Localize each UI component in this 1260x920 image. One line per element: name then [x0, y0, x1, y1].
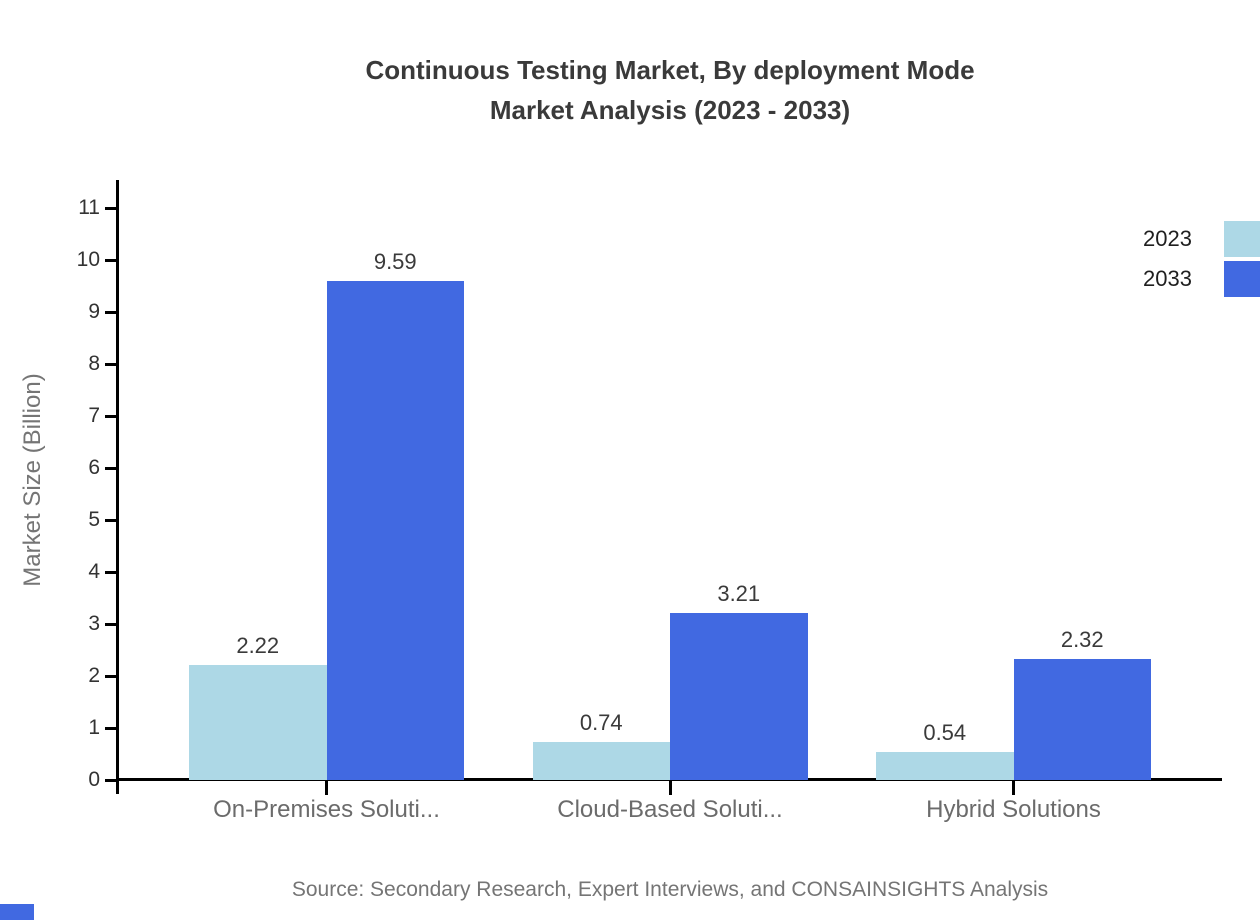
value-label-2023-cloud-based-soluti: 0.74 — [579, 709, 623, 735]
y-tick-label-6: 6 — [88, 456, 100, 479]
y-tick-mark-1 — [105, 726, 118, 730]
source-note: Source: Secondary Research, Expert Inter… — [291, 878, 1049, 901]
y-tick-label-3: 3 — [88, 612, 100, 635]
y-tick-mark-0 — [105, 778, 118, 782]
category-label-cloud-based-soluti: Cloud-Based Soluti... — [557, 796, 783, 823]
y-tick-mark-11 — [105, 206, 118, 210]
y-tick-mark-4 — [105, 570, 118, 574]
legend-swatch-2023 — [1224, 221, 1260, 257]
bar-2023-on-premises-soluti — [189, 664, 327, 780]
legend: 2023 2033 — [1020, 221, 1260, 301]
y-tick-label-2: 2 — [88, 664, 100, 687]
value-label-2023-hybrid-solutions: 0.54 — [923, 719, 967, 745]
legend-label-2023: 2023 — [1143, 226, 1192, 251]
value-label-2033-cloud-based-soluti: 3.21 — [717, 581, 761, 607]
y-tick-label-10: 10 — [76, 248, 100, 271]
legend-label-2033: 2033 — [1143, 266, 1192, 291]
bar-2033-on-premises-soluti — [326, 281, 464, 780]
legend-swatch-2033 — [1224, 261, 1260, 297]
value-label-2023-on-premises-soluti: 2.22 — [236, 632, 280, 658]
x-tick-mark-cloud-based-soluti — [668, 781, 672, 795]
bar-2023-hybrid-solutions — [876, 751, 1014, 780]
category-label-on-premises-soluti: On-Premises Soluti... — [213, 796, 440, 823]
y-tick-label-11: 11 — [78, 196, 100, 219]
chart-title-line2: Market Analysis (2023 - 2033) — [489, 95, 851, 125]
y-tick-mark-6 — [105, 466, 118, 470]
legend-item-2033: 2033 — [1020, 261, 1260, 297]
bar-2023-cloud-based-soluti — [532, 741, 670, 780]
y-tick-mark-8 — [105, 362, 118, 366]
y-tick-mark-9 — [105, 310, 118, 314]
legend-item-2023: 2023 — [1020, 221, 1260, 257]
y-tick-mark-10 — [105, 258, 118, 262]
y-tick-label-7: 7 — [88, 404, 100, 427]
chart-title: Continuous Testing Market, By deployment… — [118, 50, 1222, 130]
y-tick-label-8: 8 — [88, 352, 100, 375]
y-tick-label-9: 9 — [88, 300, 100, 323]
value-label-2033-on-premises-soluti: 9.59 — [373, 249, 417, 275]
y-tick-mark-2 — [105, 674, 118, 678]
y-tick-label-1: 1 — [88, 716, 100, 739]
brand-mark — [0, 904, 34, 920]
chart-title-line1: Continuous Testing Market, By deployment… — [365, 55, 975, 85]
bar-2033-cloud-based-soluti — [670, 613, 808, 780]
x-tick-mark-hybrid-solutions — [1012, 781, 1015, 795]
value-label-2033-hybrid-solutions: 2.32 — [1060, 627, 1104, 653]
y-tick-label-4: 4 — [88, 560, 100, 583]
y-axis-line — [116, 180, 119, 794]
category-label-hybrid-solutions: Hybrid Solutions — [926, 796, 1101, 823]
y-tick-mark-5 — [105, 518, 118, 522]
bar-2033-hybrid-solutions — [1013, 659, 1151, 780]
y-tick-mark-3 — [105, 622, 118, 626]
y-tick-mark-7 — [105, 414, 118, 418]
y-tick-label-5: 5 — [88, 508, 100, 531]
y-tick-label-0: 0 — [88, 768, 100, 791]
x-tick-mark-on-premises-soluti — [325, 781, 328, 795]
